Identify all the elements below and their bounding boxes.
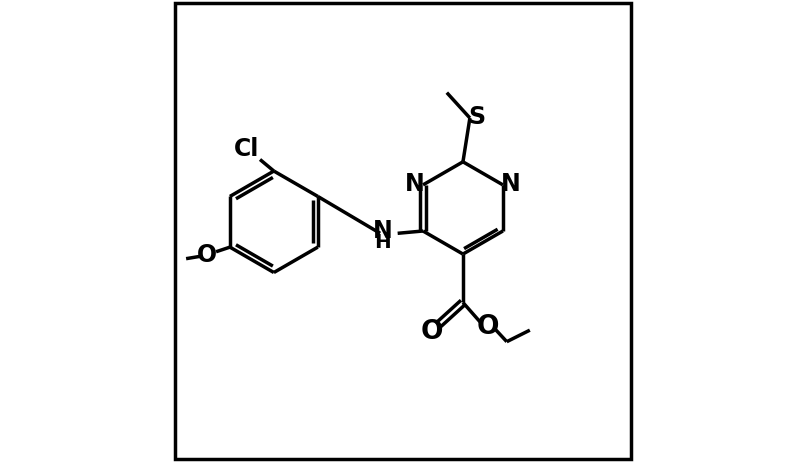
Text: O: O <box>421 319 443 344</box>
Text: N: N <box>373 219 393 243</box>
Text: H: H <box>375 232 391 251</box>
Text: N: N <box>405 172 425 196</box>
Text: N: N <box>501 172 521 196</box>
Text: Cl: Cl <box>234 137 259 161</box>
Text: O: O <box>477 313 500 339</box>
Text: O: O <box>197 243 217 267</box>
Text: S: S <box>468 105 485 128</box>
